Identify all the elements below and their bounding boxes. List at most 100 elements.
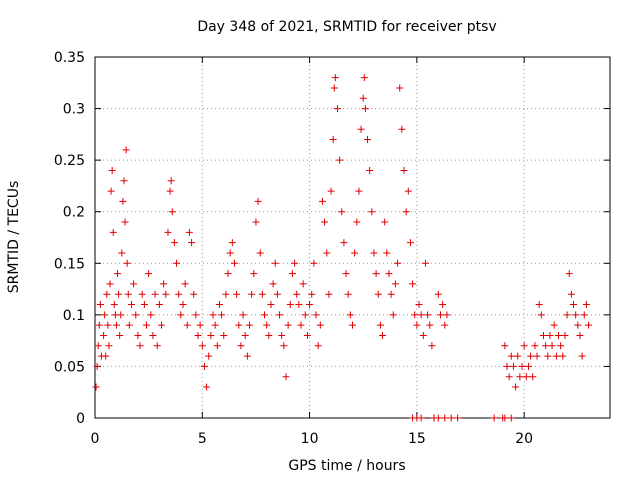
data-point-marker: [136, 342, 144, 350]
data-point-marker: [112, 321, 120, 329]
data-point-marker: [241, 331, 249, 339]
data-point-marker: [284, 321, 292, 329]
x-tick-label: 15: [408, 431, 426, 447]
data-point-marker: [349, 321, 356, 329]
data-point-marker: [535, 301, 543, 309]
data-point-marker: [213, 342, 221, 350]
data-point-marker: [276, 311, 284, 319]
y-tick-label: 0.3: [63, 102, 85, 118]
data-point-marker: [428, 342, 436, 350]
y-tick-label: 0.35: [54, 50, 85, 66]
data-point-marker: [370, 249, 378, 257]
y-tick-label: 0.05: [54, 359, 85, 375]
data-point-marker: [329, 136, 337, 144]
data-point-marker: [361, 105, 369, 113]
data-point-marker: [546, 331, 554, 339]
data-point-marker: [357, 125, 365, 133]
data-point-marker: [256, 249, 264, 257]
y-axis-label: SRMTID / TECUs: [6, 181, 22, 294]
data-point-marker: [303, 331, 311, 339]
data-point-marker: [130, 280, 138, 288]
data-point-marker: [155, 301, 163, 309]
data-point-marker: [211, 321, 219, 329]
data-point-marker: [168, 208, 176, 216]
data-point-marker: [381, 218, 389, 226]
data-point-marker: [308, 290, 316, 298]
data-point-marker: [443, 311, 451, 319]
data-point-marker: [151, 290, 159, 298]
data-point-marker: [447, 414, 455, 422]
data-points: [92, 74, 593, 422]
data-point-marker: [230, 259, 238, 267]
data-point-marker: [265, 331, 273, 339]
data-point-marker: [138, 290, 146, 298]
data-point-marker: [104, 321, 112, 329]
data-point-marker: [396, 84, 404, 92]
data-point-marker: [235, 321, 243, 329]
data-point-marker: [170, 239, 178, 247]
data-point-marker: [209, 311, 217, 319]
data-point-marker: [402, 208, 410, 216]
data-point-marker: [254, 197, 262, 205]
data-point-marker: [578, 352, 586, 360]
data-point-marker: [330, 84, 338, 92]
data-point-marker: [218, 311, 226, 319]
data-point-marker: [190, 290, 198, 298]
data-point-marker: [295, 301, 303, 309]
y-tick-label: 0.2: [63, 205, 85, 221]
data-point-marker: [441, 414, 449, 422]
data-point-marker: [203, 383, 211, 391]
data-point-marker: [147, 311, 155, 319]
gridlines: [95, 57, 610, 418]
data-point-marker: [109, 228, 117, 236]
data-point-marker: [250, 270, 258, 278]
data-point-marker: [188, 239, 196, 247]
data-point-marker: [293, 290, 301, 298]
data-point-marker: [299, 280, 307, 288]
data-point-marker: [567, 290, 575, 298]
data-point-marker: [342, 270, 350, 278]
data-point-marker: [542, 342, 550, 350]
data-point-marker: [198, 342, 206, 350]
data-point-marker: [164, 228, 172, 236]
data-point-marker: [391, 280, 399, 288]
data-point-marker: [271, 259, 279, 267]
data-point-marker: [282, 373, 290, 381]
data-point-marker: [306, 301, 314, 309]
data-point-marker: [93, 362, 101, 370]
data-point-marker: [585, 321, 593, 329]
data-point-marker: [404, 187, 412, 195]
axis-ticks: 0 0.05 0.1 0.15 0.2 0.25 0.3 0.35 0 5 10 15 20: [54, 50, 610, 447]
data-point-marker: [318, 197, 326, 205]
data-point-marker: [94, 342, 102, 350]
data-point-marker: [516, 373, 524, 381]
data-point-marker: [409, 280, 417, 288]
data-point-marker: [263, 321, 271, 329]
data-point-marker: [552, 352, 560, 360]
data-point-marker: [116, 331, 124, 339]
data-point-marker: [246, 321, 253, 329]
data-point-marker: [580, 311, 588, 319]
data-point-marker: [220, 331, 228, 339]
data-point-marker: [507, 414, 515, 422]
data-point-marker: [563, 311, 571, 319]
data-point-marker: [360, 74, 368, 82]
data-point-marker: [110, 301, 118, 309]
data-point-marker: [520, 342, 528, 350]
data-point-marker: [167, 177, 175, 185]
data-point-marker: [114, 270, 122, 278]
y-tick-label: 0.1: [63, 308, 85, 324]
data-point-marker: [424, 311, 432, 319]
data-point-marker: [192, 311, 200, 319]
data-point-marker: [228, 239, 236, 247]
data-point-marker: [140, 301, 148, 309]
data-point-marker: [243, 352, 251, 360]
data-point-marker: [297, 321, 305, 329]
data-point-marker: [125, 321, 133, 329]
data-point-marker: [331, 74, 339, 82]
data-point-marker: [351, 249, 359, 257]
data-point-marker: [533, 352, 541, 360]
data-point-marker: [364, 136, 372, 144]
x-axis-label: GPS time / hours: [288, 458, 405, 474]
